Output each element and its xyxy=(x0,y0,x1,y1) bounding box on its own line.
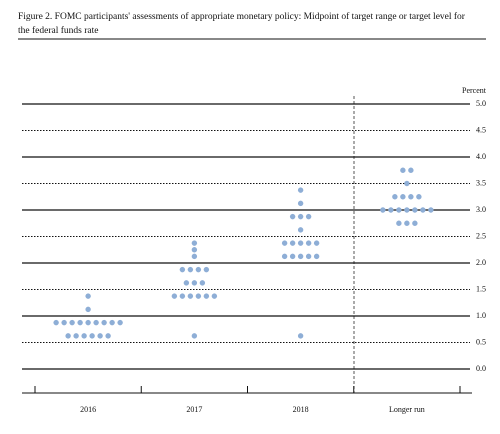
dot xyxy=(388,207,394,213)
dot xyxy=(404,180,410,187)
dot xyxy=(420,207,426,213)
dot xyxy=(400,167,406,173)
dot xyxy=(289,213,296,220)
dot xyxy=(289,253,296,260)
dot xyxy=(191,240,198,246)
dot xyxy=(85,293,91,299)
x-tick-label: 2016 xyxy=(80,405,96,414)
dot xyxy=(305,213,312,220)
dot xyxy=(199,280,206,286)
dot xyxy=(412,220,418,226)
y-tick-label: 4.0 xyxy=(476,152,486,161)
dot xyxy=(396,220,402,226)
dot xyxy=(53,319,59,326)
dot xyxy=(69,319,75,326)
y-tick-label: 1.5 xyxy=(476,284,486,293)
dot xyxy=(297,253,304,260)
dot xyxy=(297,333,304,339)
dot xyxy=(187,266,194,273)
dot xyxy=(412,207,418,213)
dot xyxy=(179,293,186,299)
dot xyxy=(289,240,296,246)
dot xyxy=(297,200,304,207)
dot xyxy=(101,319,107,326)
dot xyxy=(191,253,198,260)
dot xyxy=(297,187,304,193)
dot xyxy=(408,194,414,200)
dot xyxy=(65,333,71,339)
dot xyxy=(404,207,410,213)
dot xyxy=(313,253,320,260)
dot xyxy=(404,220,410,226)
y-axis-label: Percent xyxy=(462,86,487,95)
dot xyxy=(297,227,304,233)
dot xyxy=(97,333,103,339)
y-tick-label: 3.0 xyxy=(476,205,486,214)
dot xyxy=(89,333,95,339)
dot xyxy=(183,280,190,286)
dot xyxy=(171,293,178,299)
dot xyxy=(191,280,198,286)
dot xyxy=(380,207,386,213)
dot xyxy=(77,319,83,326)
dot xyxy=(305,253,312,260)
dot xyxy=(281,240,288,246)
dot xyxy=(109,319,115,326)
y-tick-label: 2.5 xyxy=(476,231,486,240)
dot xyxy=(195,266,202,273)
dot xyxy=(85,319,91,326)
y-tick-label: 2.0 xyxy=(476,258,486,267)
dot xyxy=(396,207,402,213)
dot xyxy=(187,293,194,299)
y-tick-label: 5.0 xyxy=(476,99,486,108)
dot xyxy=(416,194,422,200)
dot xyxy=(281,253,288,260)
x-tick-label: 2017 xyxy=(186,405,202,414)
y-tick-label: 3.5 xyxy=(476,178,486,187)
dot xyxy=(408,167,414,173)
dot xyxy=(179,266,186,273)
y-tick-label: 0.5 xyxy=(476,337,486,346)
y-tick-label: 0.0 xyxy=(476,364,486,373)
dot xyxy=(85,306,91,313)
x-tick-label: Longer run xyxy=(389,405,425,414)
dot xyxy=(105,333,111,339)
dot xyxy=(73,333,79,339)
dot xyxy=(81,333,87,339)
dot xyxy=(93,319,99,326)
dot xyxy=(117,319,123,326)
y-tick-label: 4.5 xyxy=(476,125,486,134)
dot xyxy=(392,194,398,200)
dot xyxy=(195,293,202,299)
dot xyxy=(305,240,312,246)
x-tick-label: 2018 xyxy=(293,405,309,414)
dot xyxy=(203,293,210,299)
dot xyxy=(211,293,218,299)
dot xyxy=(428,207,434,213)
chart-title: the federal funds rate xyxy=(18,25,98,36)
dot xyxy=(61,319,67,326)
dot xyxy=(191,247,198,253)
dot xyxy=(297,240,304,246)
chart-title: Figure 2. FOMC participants' assessments… xyxy=(18,11,466,22)
y-tick-label: 1.0 xyxy=(476,311,486,320)
dot xyxy=(203,266,210,273)
dot xyxy=(297,213,304,220)
dot xyxy=(313,240,320,246)
dot xyxy=(400,194,406,200)
dot xyxy=(191,333,198,339)
